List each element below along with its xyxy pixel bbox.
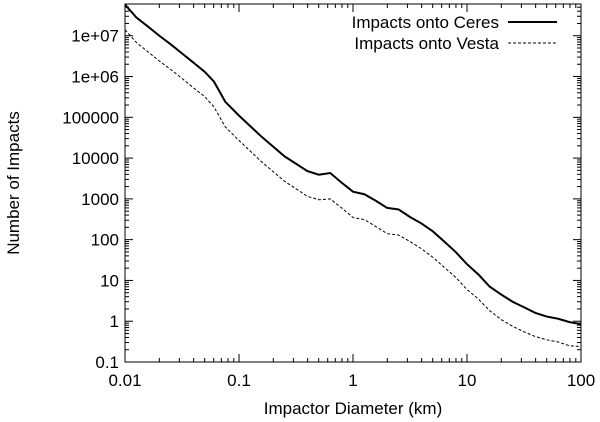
y-tick-label: 100000	[62, 108, 119, 127]
y-tick-label: 10000	[72, 149, 119, 168]
series-lines	[124, 3, 582, 347]
y-tick-label: 1000	[81, 190, 119, 209]
y-tick-label: 1	[110, 312, 119, 331]
legend: Impacts onto Ceres Impacts onto Vesta	[352, 13, 557, 53]
x-tick-label: 100	[567, 371, 595, 390]
y-axis-title: Number of Impacts	[4, 111, 23, 255]
y-tick-label: 100	[91, 231, 119, 250]
x-axis-title: Impactor Diameter (km)	[264, 399, 443, 418]
series-line-vesta	[124, 29, 582, 347]
legend-entry-vesta: Impacts onto Vesta	[354, 34, 499, 53]
x-tick-label: 0.1	[227, 371, 251, 390]
y-tick-label: 1e+06	[71, 68, 119, 87]
tick-marks	[124, 4, 582, 363]
x-tick-label: 0.01	[108, 371, 141, 390]
tick-labels: 0.01 0.1 1 10 1000.11101001000100001000001e+…	[62, 27, 595, 390]
series-line-ceres	[124, 3, 582, 326]
x-tick-label: 1	[348, 371, 357, 390]
x-tick-label: 10	[458, 371, 477, 390]
y-tick-label: 1e+07	[71, 27, 119, 46]
y-tick-label: 10	[100, 271, 119, 290]
plot-frame	[124, 3, 582, 363]
y-tick-label: 0.1	[95, 353, 119, 372]
legend-entry-ceres: Impacts onto Ceres	[352, 13, 499, 32]
